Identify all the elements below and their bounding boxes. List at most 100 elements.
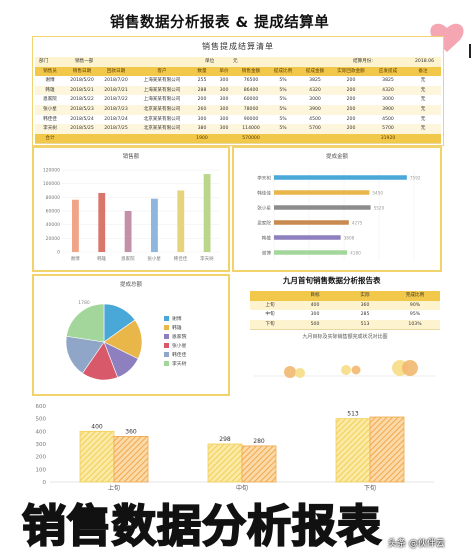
sales-bar-chart: 120000 100000 80000 60000 40000 20000 0 谢博 韩雄 恩家院… — [43, 168, 220, 262]
report-cell: 下旬 — [265, 321, 275, 327]
sheet-cell: 销售金额 — [241, 68, 261, 74]
sheet-cell: 200 — [346, 126, 356, 132]
sheet-cell: 300 — [219, 97, 229, 103]
sheet-cell — [299, 134, 331, 144]
bubble-actual-mid — [351, 365, 361, 375]
bubble-target-early — [284, 366, 296, 378]
legend-label: 谢博 — [172, 315, 182, 322]
y-tick-label: 韩佳佳 — [257, 189, 271, 196]
sheet-cell: 2018/5/24 — [70, 116, 94, 122]
sheet-cell: 上海某某有限公司 — [143, 87, 181, 93]
pie-slice — [65, 335, 105, 374]
y-tick-label: 韩雄 — [262, 234, 272, 241]
sheet-cell: 1900 — [196, 135, 208, 141]
sales-bar-chart-panel: 销售额 120000 100000 80000 60000 40000 20000 0 谢博 韩… — [32, 146, 230, 272]
data-label: 280 — [253, 438, 265, 445]
sheet-cell: 4500 — [309, 116, 321, 122]
sheet-cell: 无 — [420, 87, 426, 93]
data-label: 4180 — [350, 250, 361, 255]
sheet-cell — [331, 134, 371, 144]
sheet-cell: 提成金额 — [305, 68, 325, 74]
x-tick-label: 恩家院 — [121, 255, 135, 262]
bar — [335, 418, 371, 483]
sheet-cell — [213, 134, 235, 144]
sheet-info-cell: 结算月份: — [353, 59, 373, 64]
sheet-cell: 3900 — [309, 107, 321, 112]
sheet-cell: 86400 — [243, 87, 259, 93]
sheet-cell: 备注 — [418, 68, 428, 74]
sheet-cell: 4500 — [382, 116, 394, 122]
sheet-info-cell: 单位 — [205, 59, 215, 64]
data-label: 400 — [91, 423, 103, 430]
y-tick-label: 100 — [36, 467, 47, 473]
pie-data-label: 1780 — [78, 300, 90, 306]
y-tick-label: 100000 — [43, 181, 60, 187]
bubble-target-mid — [341, 365, 351, 375]
legend-swatch — [164, 352, 169, 357]
pie-slice — [66, 303, 105, 343]
y-tick-label: 500 — [36, 417, 47, 423]
legend-swatch — [164, 334, 169, 339]
data-label: 5450 — [372, 190, 383, 195]
report-cell: 500 — [310, 321, 320, 327]
sheet-cell: 76500 — [243, 78, 259, 84]
bar — [98, 192, 106, 252]
x-tick-label: 李天树 — [200, 255, 214, 262]
bar-chart-title: 销售额 — [122, 154, 140, 160]
sheet-info-cell: 2018.06 — [415, 59, 434, 64]
sheet-cell: 260 — [197, 107, 207, 112]
sheet-cell: 2018/5/20 — [70, 78, 94, 84]
sheet-cell: 200 — [346, 78, 356, 84]
sheet-cell: 实际回款金额 — [337, 68, 365, 74]
table-row: 下旬 500 513 103% — [250, 319, 440, 330]
bar — [177, 190, 185, 252]
legend-label: 韩雄 — [172, 324, 182, 331]
sheet-cell: 销售员 — [43, 68, 57, 74]
x-tick-label: 中旬 — [236, 484, 248, 492]
sheet-cell: 5700 — [382, 126, 394, 132]
bar — [241, 445, 277, 483]
report-cell: 中旬 — [265, 312, 275, 317]
sheet-cell: 5% — [279, 116, 287, 122]
y-tick-label: 20000 — [46, 236, 60, 242]
watermark: 头条 @伙伴云 — [388, 539, 445, 549]
commission-hbar-chart: 李天树 7592 韩佳佳 5450 张小星 5520 恩家院 4275 韩雄 3808 谢博 4180 — [257, 170, 421, 260]
sheet-cell — [65, 134, 99, 144]
sheet-cell: 2018/7/20 — [104, 78, 128, 84]
bar — [207, 443, 243, 483]
sheet-cell: 无 — [420, 116, 426, 122]
sheet-cell: 380 — [197, 126, 207, 132]
sheet-cell: 570000 — [242, 135, 260, 141]
sheet-info-cell: 部门 — [39, 59, 49, 64]
sheet-cell: 5700 — [309, 126, 321, 132]
sheet-cell: 2018/7/23 — [104, 107, 128, 112]
bar — [124, 211, 132, 252]
y-tick-label: 40000 — [46, 222, 60, 228]
y-tick-label: 张小星 — [257, 204, 271, 211]
sheet-cell: 韩雄 — [45, 87, 55, 93]
sheet-cell: 2018/5/22 — [70, 97, 94, 103]
sheet-cell — [99, 134, 133, 144]
legend-swatch — [164, 316, 169, 321]
target-vs-actual-bubble-chart — [254, 360, 436, 378]
sheet-cell: 3825 — [382, 78, 394, 84]
report-cell: 90% — [409, 302, 421, 308]
bubble-chart-title: 九月目标及实际销售额完成状况对比图 — [302, 334, 388, 340]
sheet-cell — [267, 134, 299, 144]
target-actual-panel: 600 500 400 300 200 100 0 400 360 上旬 298 280 中旬 513 下旬 — [32, 398, 442, 494]
sheet-cell: 300 — [197, 116, 207, 122]
report-cell: 103% — [408, 321, 422, 327]
sheet-cell: 78000 — [243, 107, 259, 112]
sheet-cell: 2018/7/24 — [104, 116, 128, 122]
sheet-cell: 90000 — [243, 116, 259, 122]
sheet-cell — [133, 134, 191, 144]
bar — [274, 190, 370, 195]
report-cell: 300 — [310, 312, 320, 317]
y-tick-label: 60000 — [46, 209, 60, 215]
sheet-cell: 200 — [197, 97, 207, 103]
sheet-total-row: 合计 1900 570000 31920 — [35, 133, 441, 145]
sheet-cell: 3000 — [309, 97, 321, 103]
bar — [274, 175, 407, 180]
banner-bar — [0, 497, 474, 559]
